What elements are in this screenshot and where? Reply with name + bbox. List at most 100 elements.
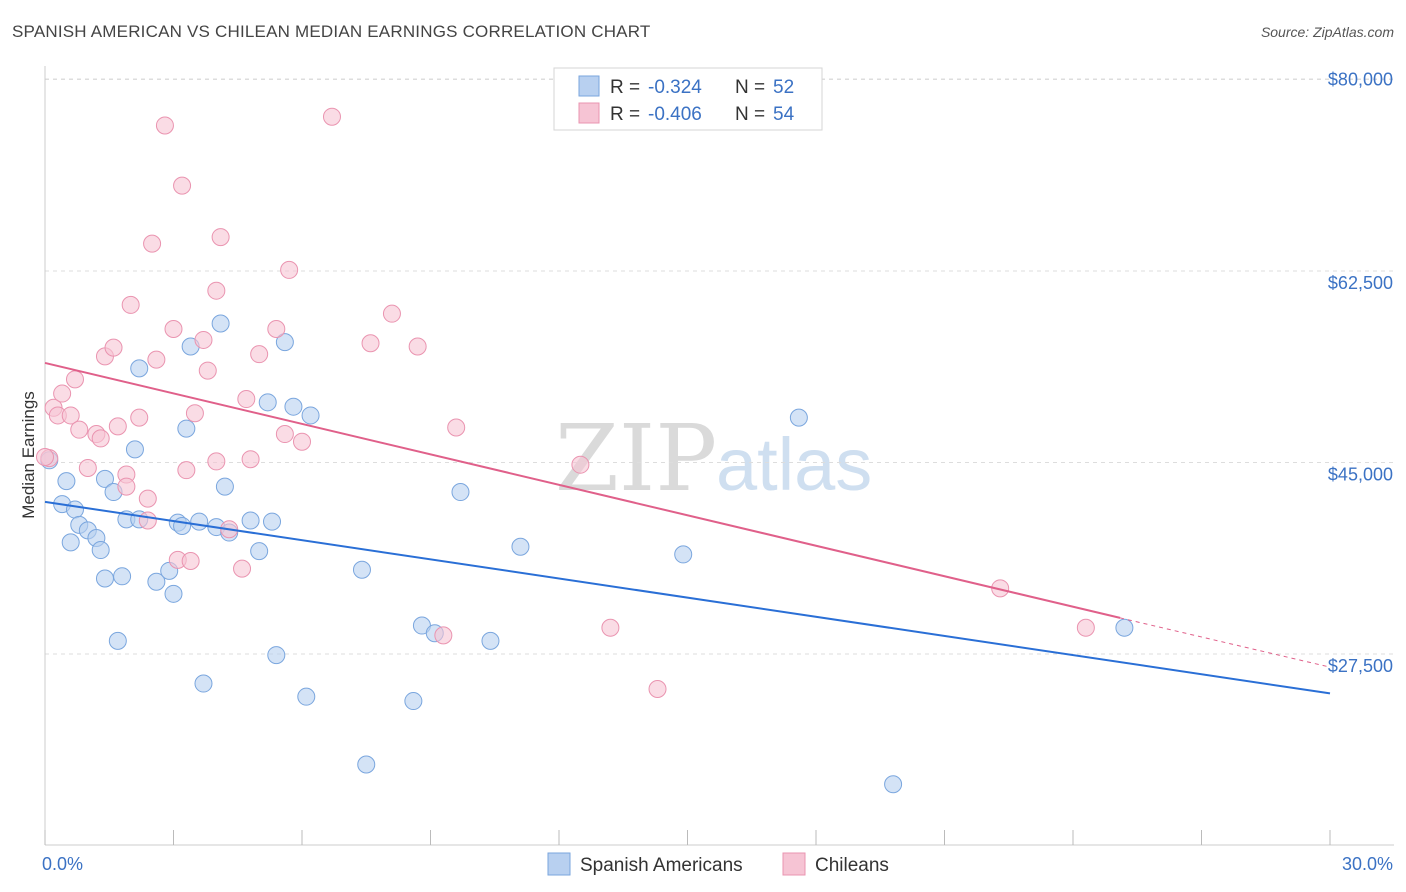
chilean-point — [147, 350, 166, 369]
chilean-point — [237, 390, 256, 409]
stats-legend: R = -0.324 N = 52 R = -0.406 N = 54 — [553, 67, 823, 131]
chilean-point — [61, 406, 80, 425]
y-tick-label: $45,000 — [1328, 465, 1393, 485]
legend-n-value-pink: 54 — [773, 104, 795, 125]
series-legend-label-blue: Spanish Americans — [580, 855, 743, 876]
chilean-point — [78, 458, 97, 477]
spanish-american-point — [173, 516, 192, 535]
chilean-point — [143, 234, 162, 253]
chilean-point — [233, 559, 252, 578]
legend-swatch-blue — [578, 75, 600, 97]
y-tick-label: $80,000 — [1328, 70, 1393, 90]
spanish-american-point — [108, 631, 127, 650]
chilean-point — [648, 680, 667, 699]
trend-line-chileans-extension — [1120, 617, 1331, 668]
chilean-point — [177, 461, 196, 480]
spanish-american-point — [1115, 618, 1134, 637]
x-tick-label-min: 0.0% — [42, 854, 83, 874]
series-legend-swatch-pink — [782, 852, 806, 876]
chilean-point — [121, 295, 140, 314]
chilean-point — [185, 404, 204, 423]
spanish-american-point — [113, 567, 132, 586]
chilean-point — [571, 455, 590, 474]
spanish-american-point — [674, 545, 693, 564]
legend-r-label-pink: R = — [610, 104, 640, 125]
x-tick-label-max: 30.0% — [1342, 854, 1393, 874]
legend-n-label-blue: N = — [735, 77, 765, 98]
chilean-point — [408, 337, 427, 356]
legend-n-label-pink: N = — [735, 104, 765, 125]
chilean-point — [267, 319, 286, 338]
chilean-point — [164, 319, 183, 338]
chilean-point — [198, 361, 217, 380]
spanish-american-point — [263, 512, 282, 531]
chilean-point — [138, 489, 157, 508]
spanish-american-point — [125, 440, 144, 459]
spanish-american-point — [190, 512, 209, 531]
chilean-point — [104, 338, 123, 357]
chilean-point — [117, 477, 136, 496]
chilean-point — [194, 330, 213, 349]
spanish-american-point — [95, 569, 114, 588]
y-tick-label: $27,500 — [1328, 656, 1393, 676]
spanish-american-point — [275, 333, 294, 352]
chilean-point — [241, 450, 260, 469]
chilean-point — [91, 429, 110, 448]
spanish-american-point — [352, 560, 371, 579]
legend-r-value-blue: -0.324 — [648, 77, 702, 98]
spanish-american-point — [95, 469, 114, 488]
spanish-american-point — [267, 646, 286, 665]
legend-swatch-pink — [578, 102, 600, 124]
chilean-point — [207, 281, 226, 300]
watermark-atlas: atlas — [716, 423, 872, 506]
spanish-american-point — [61, 533, 80, 552]
chilean-point — [53, 384, 72, 403]
chilean-point — [434, 626, 453, 645]
spanish-american-point — [57, 472, 76, 491]
chilean-point — [211, 228, 230, 247]
spanish-americans-points — [40, 314, 1134, 794]
y-axis-label: Median Earnings — [19, 391, 38, 519]
spanish-american-point — [789, 408, 808, 427]
chilean-point — [36, 448, 54, 467]
series-legend-swatch-blue — [547, 852, 571, 876]
spanish-american-point — [130, 359, 149, 378]
chilean-point — [181, 551, 200, 570]
trend-lines — [44, 361, 1331, 695]
series-legend: Spanish Americans Chileans — [547, 852, 889, 876]
chilean-point — [382, 304, 401, 323]
y-tick-label: $62,500 — [1328, 273, 1393, 293]
spanish-american-point — [884, 775, 903, 794]
spanish-american-point — [357, 755, 376, 774]
spanish-american-point — [194, 674, 213, 693]
chilean-point — [108, 417, 127, 436]
chilean-point — [447, 418, 466, 437]
spanish-american-point — [250, 542, 269, 561]
spanish-american-point — [177, 419, 196, 438]
chilean-point — [173, 176, 192, 195]
spanish-american-point — [65, 500, 84, 519]
spanish-american-point — [258, 393, 277, 412]
chilean-point — [138, 511, 157, 530]
chilean-point — [601, 618, 620, 637]
spanish-american-point — [301, 406, 320, 425]
legend-n-value-blue: 52 — [773, 77, 794, 98]
chilean-point — [130, 408, 149, 427]
series-legend-label-pink: Chileans — [815, 855, 889, 876]
spanish-american-point — [451, 483, 470, 502]
chilean-point — [280, 260, 299, 279]
spanish-american-point — [91, 541, 110, 560]
spanish-american-point — [147, 572, 166, 591]
spanish-american-point — [297, 687, 316, 706]
spanish-american-point — [164, 584, 183, 603]
chilean-point — [250, 345, 269, 364]
spanish-american-point — [211, 314, 230, 333]
x-ticks — [44, 830, 1331, 845]
y-tick-labels: $27,500 $45,000 $62,500 $80,000 — [1328, 70, 1393, 677]
chilean-point — [322, 107, 341, 126]
trend-line-spanish-americans — [44, 500, 1331, 695]
chilean-point — [361, 334, 380, 353]
chart-title: SPANISH AMERICAN VS CHILEAN MEDIAN EARNI… — [12, 22, 651, 41]
legend-r-value-pink: -0.406 — [648, 104, 702, 125]
